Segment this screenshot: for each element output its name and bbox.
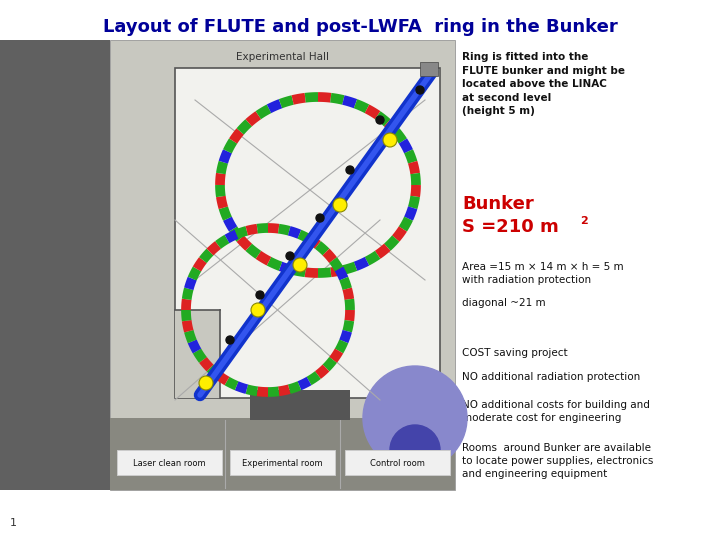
Circle shape: [316, 214, 324, 222]
Circle shape: [346, 166, 354, 174]
Bar: [345, 450, 450, 475]
Bar: [420, 62, 438, 76]
Text: Laser clean room: Laser clean room: [133, 458, 206, 468]
Bar: [110, 40, 455, 490]
Bar: [117, 450, 222, 475]
Text: Experimental room: Experimental room: [242, 458, 323, 468]
Bar: [110, 418, 455, 490]
Text: Area =15 m × 14 m × h = 5 m
with radiation protection: Area =15 m × 14 m × h = 5 m with radiati…: [462, 262, 624, 285]
Circle shape: [226, 336, 234, 344]
Text: Experimental Hall: Experimental Hall: [235, 52, 328, 62]
Circle shape: [333, 198, 347, 212]
Circle shape: [376, 116, 384, 124]
Text: COST saving project: COST saving project: [462, 348, 567, 358]
Circle shape: [199, 376, 213, 390]
Circle shape: [293, 258, 307, 272]
Circle shape: [251, 303, 265, 317]
Circle shape: [363, 366, 467, 470]
Circle shape: [416, 86, 424, 94]
Bar: [175, 68, 440, 398]
Circle shape: [256, 291, 264, 299]
Bar: [175, 310, 220, 398]
Text: Rooms  around Bunker are available
to locate power supplies, electronics
and eng: Rooms around Bunker are available to loc…: [462, 443, 653, 480]
Text: 1: 1: [10, 518, 17, 528]
Circle shape: [383, 133, 397, 147]
Text: Ring is fitted into the
FLUTE bunker and might be
located above the LINAC
at sec: Ring is fitted into the FLUTE bunker and…: [462, 52, 625, 117]
Bar: [0, 40, 110, 490]
Text: 2: 2: [580, 216, 588, 226]
Bar: [230, 450, 335, 475]
Circle shape: [390, 425, 440, 475]
Text: diagonal ~21 m: diagonal ~21 m: [462, 298, 546, 308]
Text: NO additional costs for building and
moderate cost for engineering: NO additional costs for building and mod…: [462, 400, 650, 423]
Circle shape: [286, 252, 294, 260]
Text: S =210 m: S =210 m: [462, 218, 559, 236]
Text: NO additional radiation protection: NO additional radiation protection: [462, 372, 640, 382]
Text: Layout of FLUTE and post-LWFA  ring in the Bunker: Layout of FLUTE and post-LWFA ring in th…: [103, 18, 617, 36]
Bar: [250, 390, 350, 420]
Text: Control room: Control room: [370, 458, 425, 468]
Text: Bunker: Bunker: [462, 195, 534, 213]
